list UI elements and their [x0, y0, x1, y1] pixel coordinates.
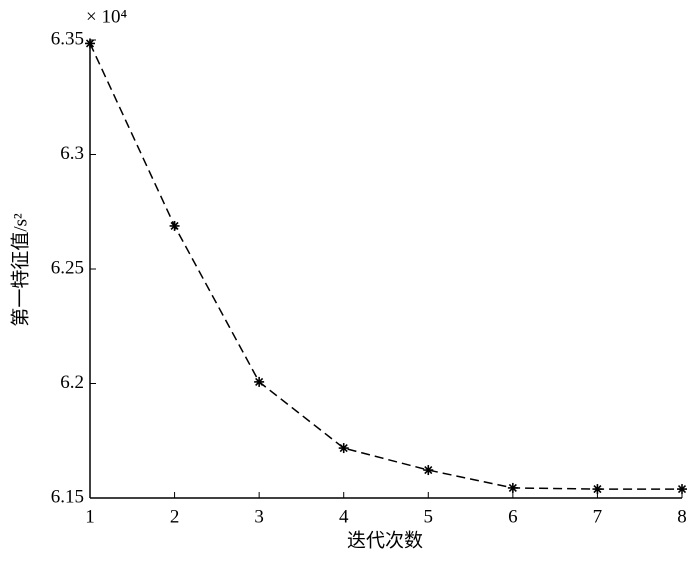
marker — [85, 38, 95, 49]
marker-stroke — [508, 483, 517, 492]
marker — [169, 220, 180, 231]
x-axis-label: 迭代次数 — [347, 529, 423, 551]
marker — [507, 482, 518, 493]
x-tick-label: 2 — [170, 506, 180, 527]
x-tick-label: 6 — [508, 506, 518, 527]
x-tick-label: 1 — [85, 506, 95, 527]
x-tick-label: 7 — [593, 506, 603, 527]
marker — [423, 465, 434, 476]
marker-stroke — [255, 377, 264, 386]
y-tick-label: 6.2 — [60, 372, 84, 393]
marker — [677, 484, 687, 495]
y-tick-label: 6.15 — [51, 486, 84, 507]
y-tick-label: 6.25 — [51, 257, 84, 278]
x-tick-label: 8 — [677, 506, 687, 527]
series-line — [89, 43, 682, 490]
marker-stroke — [85, 39, 95, 48]
marker-stroke — [424, 465, 433, 475]
y-axis-label: 第一特征值/s² — [9, 213, 31, 327]
x-tick-label: 4 — [339, 506, 349, 527]
x-tick-label: 5 — [424, 506, 434, 527]
marker-stroke — [170, 221, 179, 231]
marker — [592, 484, 603, 495]
y-tick-label: 6.3 — [60, 143, 84, 164]
x-tick-label: 3 — [254, 506, 264, 527]
marker-stroke — [677, 485, 687, 494]
marker — [254, 376, 265, 387]
y-multiplier: × 10⁴ — [86, 6, 127, 27]
marker — [338, 443, 349, 454]
y-tick-label: 6.35 — [51, 28, 84, 49]
marker-stroke — [339, 444, 348, 453]
marker-stroke — [593, 485, 602, 494]
